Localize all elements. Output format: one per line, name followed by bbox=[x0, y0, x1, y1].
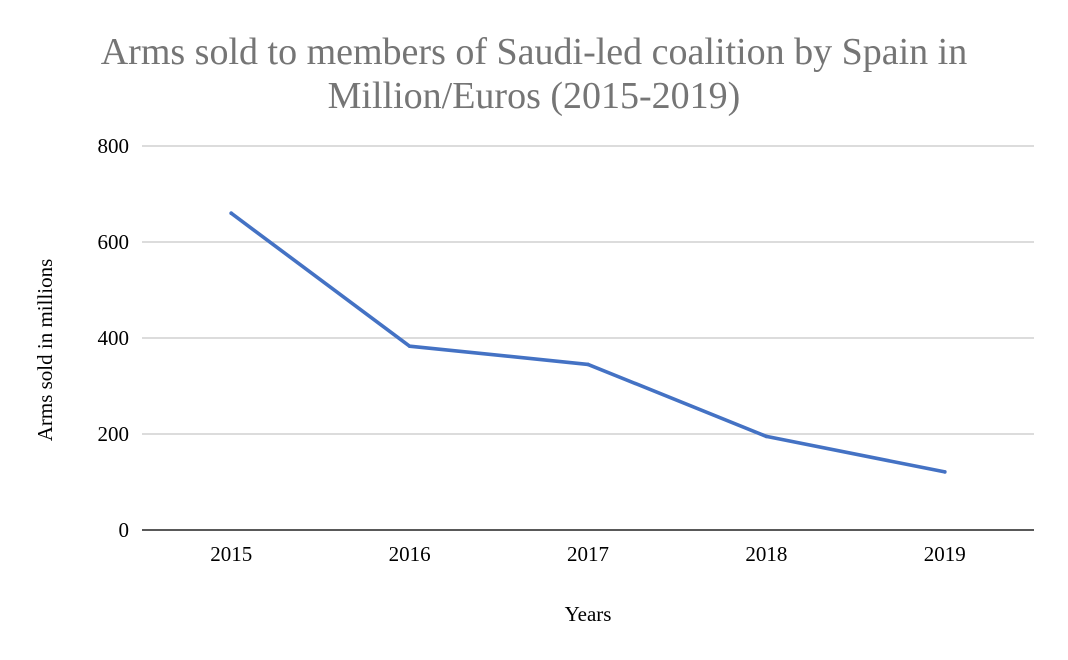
chart-title-line-2: Million/Euros (2015-2019) bbox=[328, 75, 741, 117]
data-point-2016 bbox=[407, 344, 412, 348]
y-axis-ticks: 0 200 400 600 800 bbox=[98, 134, 130, 542]
y-tick-label-0: 0 bbox=[119, 518, 130, 542]
y-tick-label-600: 600 bbox=[98, 230, 130, 254]
y-tick-label-800: 800 bbox=[98, 134, 130, 158]
y-tick-label-400: 400 bbox=[98, 326, 130, 350]
data-point-2015 bbox=[229, 211, 233, 215]
data-point-2019 bbox=[943, 470, 947, 474]
x-tick-label-2016: 2016 bbox=[389, 542, 431, 566]
y-tick-label-200: 200 bbox=[98, 422, 130, 446]
series-line-0 bbox=[229, 211, 947, 474]
data-point-2018 bbox=[764, 434, 769, 439]
x-axis-ticks: 2015 2016 2017 2018 2019 bbox=[210, 542, 966, 566]
x-tick-label-2019: 2019 bbox=[924, 542, 966, 566]
x-axis-title: Years bbox=[565, 602, 612, 626]
series-layer bbox=[229, 211, 947, 474]
data-point-2017 bbox=[586, 362, 590, 367]
chart-title-line-1: Arms sold to members of Saudi-led coalit… bbox=[101, 31, 968, 73]
x-tick-label-2015: 2015 bbox=[210, 542, 252, 566]
gridlines bbox=[142, 145, 1034, 531]
chart-title: Arms sold to members of Saudi-led coalit… bbox=[101, 31, 968, 117]
y-axis-title: Arms sold in millions bbox=[33, 259, 57, 442]
x-tick-label-2017: 2017 bbox=[567, 542, 609, 566]
x-tick-label-2018: 2018 bbox=[745, 542, 787, 566]
